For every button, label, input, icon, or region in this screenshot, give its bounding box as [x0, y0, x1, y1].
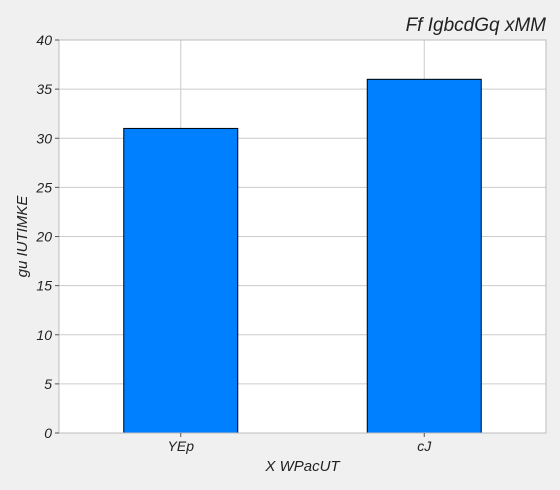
y-tick-label: 5	[44, 376, 52, 392]
y-tick-label: 30	[36, 130, 52, 146]
bar-YEp	[123, 127, 239, 434]
bar-cJ	[366, 78, 482, 434]
y-tick-label: 15	[36, 278, 52, 294]
y-tick-label: 40	[36, 32, 52, 48]
y-axis-ticks: 0 5 10 15 20 25 30 35 40	[35, 32, 59, 441]
y-tick-label: 10	[36, 327, 52, 343]
x-tick-label: YEp	[168, 438, 195, 454]
x-axis-label: X WPacUT	[264, 458, 341, 475]
bars	[123, 78, 482, 434]
y-tick-label: 25	[35, 179, 52, 195]
y-tick-label: 35	[36, 81, 52, 97]
y-tick-label: 0	[44, 425, 52, 441]
y-axis-label: gu IUTIMKE	[14, 195, 31, 278]
x-tick-label: cJ	[417, 438, 432, 454]
y-tick-label: 20	[35, 229, 52, 245]
x-axis-ticks: YEp cJ	[168, 433, 432, 454]
chart-title: Ff IgbcdGq xMM	[406, 15, 547, 36]
